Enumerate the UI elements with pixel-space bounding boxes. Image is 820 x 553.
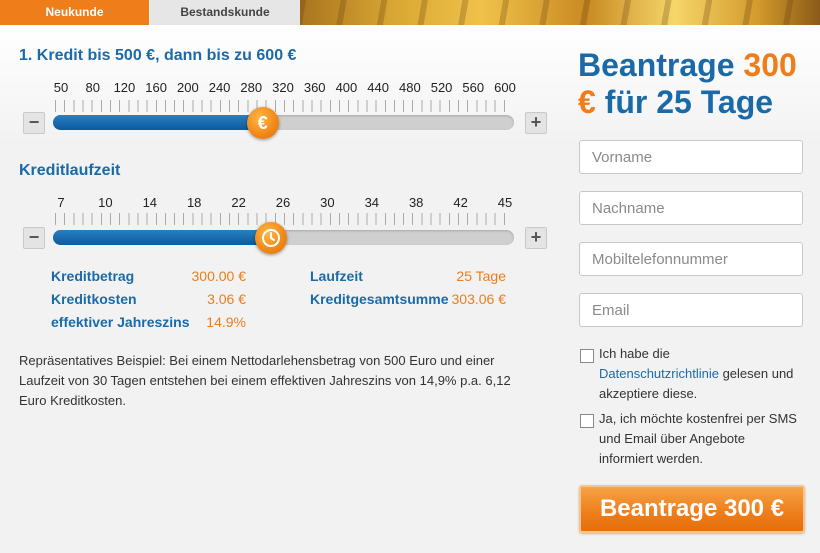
credit-tick-label: 440 bbox=[367, 80, 389, 95]
clock-icon bbox=[262, 229, 281, 247]
vorname-field[interactable] bbox=[579, 140, 803, 174]
header-banner-image bbox=[300, 0, 820, 25]
promo-currency: € bbox=[578, 84, 596, 120]
duration-tick-label: 45 bbox=[497, 195, 513, 210]
privacy-checkbox[interactable] bbox=[580, 349, 594, 363]
nachname-field[interactable] bbox=[579, 191, 803, 225]
privacy-post: gelesen und akzeptiere diese. bbox=[599, 366, 794, 401]
kreditkosten-value: 3.06 € bbox=[207, 291, 246, 307]
gesamtsumme-value: 303.06 € bbox=[451, 291, 507, 307]
duration-plus-button[interactable]: + bbox=[525, 227, 547, 249]
jahreszins-label: effektiver Jahreszins bbox=[51, 314, 190, 330]
header-banner-shade bbox=[300, 0, 820, 25]
credit-tick-label: 320 bbox=[272, 80, 294, 95]
kreditkosten-label: Kreditkosten bbox=[51, 291, 137, 307]
duration-slider-fill bbox=[53, 230, 272, 245]
promo-amount: 300 bbox=[743, 47, 797, 83]
credit-tick-label: 160 bbox=[145, 80, 167, 95]
credit-minus-button[interactable]: − bbox=[23, 112, 45, 134]
kreditbetrag-label: Kreditbetrag bbox=[51, 268, 135, 284]
tab-bestandskunde[interactable]: Bestandskunde bbox=[150, 0, 300, 25]
duration-tick-label: 14 bbox=[142, 195, 158, 210]
credit-slider-fill bbox=[53, 115, 263, 130]
mobile-phone-field[interactable] bbox=[579, 242, 803, 276]
credit-tick-label: 120 bbox=[113, 80, 136, 95]
credit-tick-label: 80 bbox=[85, 80, 100, 95]
credit-tick-label: 560 bbox=[462, 80, 485, 95]
credit-tick-label: 400 bbox=[335, 80, 358, 95]
submit-button[interactable]: Beantrage 300 € bbox=[579, 485, 805, 533]
duration-tick-label: 34 bbox=[364, 195, 380, 210]
credit-tick-label: 480 bbox=[398, 80, 421, 95]
credit-tick-label: 240 bbox=[208, 80, 231, 95]
privacy-policy-link[interactable]: Datenschutzrichtlinie bbox=[599, 366, 719, 381]
credit-plus-button[interactable]: + bbox=[525, 112, 547, 134]
tab-neukunde[interactable]: Neukunde bbox=[0, 0, 149, 25]
credit-tick-label: 520 bbox=[430, 80, 453, 95]
laufzeit-label: Laufzeit bbox=[310, 268, 363, 284]
credit-tick-label: 280 bbox=[240, 80, 263, 95]
credit-tick-label: 50 bbox=[53, 80, 69, 95]
duration-tick-label: 18 bbox=[186, 195, 202, 210]
privacy-consent-text: Ich habe die Datenschutzrichtlinie gelese… bbox=[599, 344, 799, 404]
duration-tick-marks bbox=[55, 213, 513, 225]
email-field[interactable] bbox=[579, 293, 803, 327]
laufzeit-value: 25 Tage bbox=[456, 268, 506, 284]
credit-amount-title: 1. Kredit bis 500 €, dann bis zu 600 € bbox=[19, 47, 297, 64]
duration-tick-label: 22 bbox=[231, 195, 246, 210]
credit-tick-marks bbox=[55, 100, 513, 112]
tab-bar: Neukunde Bestandskunde bbox=[0, 0, 820, 25]
sms-optin-text: Ja, ich möchte kostenfrei per SMS und Em… bbox=[599, 411, 797, 466]
credit-tick-label: 360 bbox=[303, 80, 326, 95]
promo-part2: für 25 Tage bbox=[595, 84, 774, 120]
credit-slider-track[interactable] bbox=[53, 115, 514, 130]
duration-tick-label: 7 bbox=[57, 195, 65, 210]
sms-optin-checkbox[interactable] bbox=[580, 414, 594, 428]
kreditbetrag-value: 300.00 € bbox=[191, 268, 247, 284]
representative-example: Repräsentatives Beispiel: Bei einem Nett… bbox=[19, 353, 511, 408]
promo-part1: Beantrage bbox=[578, 47, 744, 83]
duration-tick-label: 38 bbox=[408, 195, 424, 210]
duration-tick-label: 42 bbox=[453, 195, 468, 210]
duration-minus-button[interactable]: − bbox=[23, 227, 45, 249]
credit-slider-knob[interactable]: € bbox=[246, 107, 279, 139]
jahreszins-value: 14.9% bbox=[206, 314, 246, 330]
duration-tick-label: 30 bbox=[320, 195, 335, 210]
duration-tick-label: 26 bbox=[275, 195, 291, 210]
duration-tick-label: 10 bbox=[98, 195, 113, 210]
credit-tick-label: 600 bbox=[494, 80, 516, 95]
privacy-pre: Ich habe die bbox=[599, 346, 670, 361]
promo-headline: Beantrage 300 € für 25 Tage bbox=[578, 47, 808, 121]
credit-tick-label: 200 bbox=[176, 80, 199, 95]
gesamtsumme-label: Kreditgesamtsumme bbox=[310, 291, 449, 307]
duration-title: Kreditlaufzeit bbox=[19, 162, 121, 179]
duration-slider-knob[interactable] bbox=[255, 222, 288, 254]
